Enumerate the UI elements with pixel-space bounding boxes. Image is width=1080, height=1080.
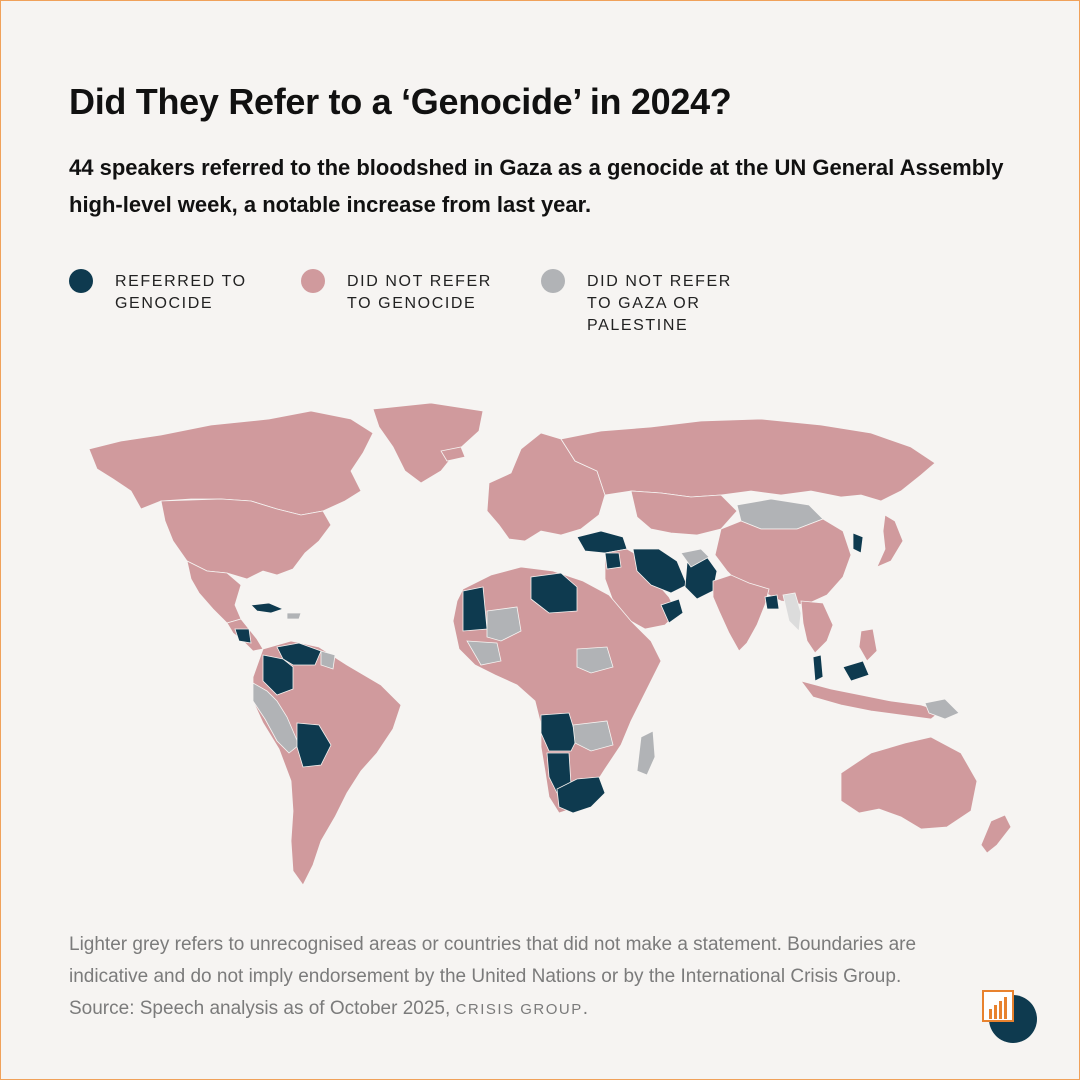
region-australia [840,736,978,830]
crisis-group-logo-icon [982,990,1037,1043]
legend-label-no-mention: DID NOT REFER TO GAZA OR PALESTINE [587,273,732,334]
region-brunei-east-malaysia [842,660,870,682]
region-angola [540,712,578,752]
region-caribbean [286,612,302,620]
region-afghanistan [680,548,710,568]
region-russia [560,418,936,502]
region-central-africa [576,646,614,674]
region-iran [632,548,688,594]
region-myanmar [782,592,802,632]
region-europe [486,432,606,542]
legend-label-referred: REFERRED TO GENOCIDE [115,273,247,312]
region-bangladesh [764,594,780,610]
page-title: Did They Refer to a ‘Genocide’ in 2024? [69,81,732,122]
world-map [88,402,1012,886]
region-indonesia [799,680,942,720]
legend-swatch-no-mention [541,269,565,293]
region-iceland [440,446,466,462]
footnote-text: Lighter grey refers to unrecognised area… [69,934,917,1019]
region-madagascar [636,730,656,776]
region-syria [604,552,622,570]
region-korea [852,532,864,554]
region-malaysia [812,654,824,682]
region-mauritania [462,586,488,632]
legend-label-not-referred: DID NOT REFER TO GENOCIDE [347,273,492,312]
footnote-brand: CRISIS GROUP [455,1001,583,1018]
region-west-africa [486,606,522,642]
region-nicaragua [234,628,252,644]
region-turkey [576,530,628,554]
subtitle: 44 speakers referred to the bloodshed in… [69,155,1004,217]
region-papua-new-guinea [924,698,960,720]
region-bolivia [296,722,332,768]
region-oman [660,598,684,624]
region-philippines [858,628,878,662]
legend-swatch-referred [69,269,93,293]
region-greenland [372,402,484,484]
region-colombia [262,654,294,696]
footnote-end: . [582,998,589,1019]
region-new-zealand [980,814,1012,854]
region-ecuador-peru [252,682,300,754]
region-west-africa-coast [466,640,502,666]
region-canada-alaska [88,410,374,516]
region-libya [530,572,578,614]
region-cuba [250,602,285,614]
region-central-asia [630,490,738,536]
region-guyana [320,650,336,670]
region-south-america [252,640,402,886]
region-southeast-asia [800,600,834,654]
footnote: Lighter grey refers to unrecognised area… [69,929,969,1026]
region-zambia-zimbabwe [572,720,614,752]
region-japan [876,514,904,568]
region-india [712,574,770,652]
legend-swatch-not-referred [301,269,325,293]
region-south-africa [556,776,606,814]
